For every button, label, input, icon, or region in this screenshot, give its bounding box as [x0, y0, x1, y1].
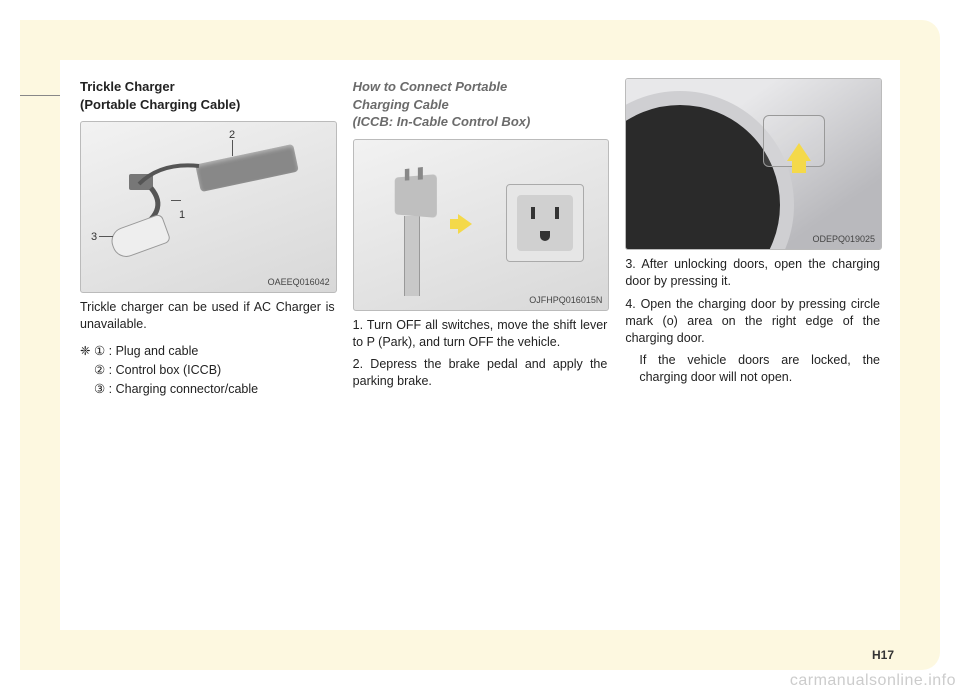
legend-3: ③ : Charging connector/cable — [80, 381, 335, 398]
fig3-caption: ODEPQ019025 — [812, 233, 875, 245]
cable-line-graphic — [81, 122, 321, 292]
col3-step3: 3. After unlocking doors, open the charg… — [625, 256, 880, 290]
outlet-plate-graphic — [506, 184, 584, 262]
column-1: Trickle Charger (Portable Charging Cable… — [80, 78, 335, 620]
figure-plug-outlet: OJFHPQ016015N — [353, 139, 610, 311]
cord-graphic — [404, 216, 420, 296]
legend-2: ② : Control box (ICCB) — [80, 362, 335, 379]
arrow-right-icon — [458, 214, 472, 234]
col1-para1: Trickle charger can be used if AC Charge… — [80, 299, 335, 333]
page-number: H17 — [872, 648, 894, 662]
col2-step2: 2. Depress the brake pedal and apply the… — [353, 356, 608, 390]
legend-1-text: ① : Plug and cable — [94, 344, 198, 358]
plug2-graphic — [394, 174, 436, 218]
col2-sub-l2: Charging Cable — [353, 97, 449, 112]
col1-heading-line2: (Portable Charging Cable) — [80, 97, 240, 112]
col1-heading: Trickle Charger (Portable Charging Cable… — [80, 78, 335, 113]
col3-note: If the vehicle doors are locked, the cha… — [639, 352, 880, 386]
col1-heading-line1: Trickle Charger — [80, 79, 175, 94]
figure-charging-door: ODEPQ019025 — [625, 78, 882, 250]
ground-hole — [540, 231, 550, 241]
figure-trickle-charger: 2 1 3 OAEEQ016042 — [80, 121, 337, 293]
watermark: carmanualsonline.info — [790, 672, 956, 690]
arrow-up-icon — [787, 143, 811, 161]
slot-right — [555, 207, 559, 219]
col2-subheading: How to Connect Portable Charging Cable (… — [353, 78, 608, 131]
slot-left — [531, 207, 535, 219]
col2-sub-l1: How to Connect Portable — [353, 79, 508, 94]
col3-step4: 4. Open the charging door by pressing ci… — [625, 296, 880, 347]
column-2: How to Connect Portable Charging Cable (… — [353, 78, 608, 620]
column-3: ODEPQ019025 3. After unlocking doors, op… — [625, 78, 880, 620]
leader-1 — [171, 200, 181, 201]
leader-2 — [232, 140, 233, 156]
callout-3: 3 — [91, 230, 97, 245]
legend-1: ❈ ① : Plug and cable — [80, 343, 335, 360]
leader-3 — [99, 236, 113, 237]
legend-prefix: ❈ — [80, 344, 90, 358]
callout-1: 1 — [179, 208, 185, 223]
column-layout: Trickle Charger (Portable Charging Cable… — [60, 60, 900, 630]
col2-sub-l3: (ICCB: In-Cable Control Box) — [353, 114, 531, 129]
col2-step1: 1. Turn OFF all switches, move the shift… — [353, 317, 608, 351]
fig2-caption: OJFHPQ016015N — [529, 294, 602, 306]
outlet-face-graphic — [517, 195, 573, 251]
fig1-caption: OAEEQ016042 — [268, 276, 330, 288]
content-area: Trickle Charger (Portable Charging Cable… — [60, 60, 900, 630]
